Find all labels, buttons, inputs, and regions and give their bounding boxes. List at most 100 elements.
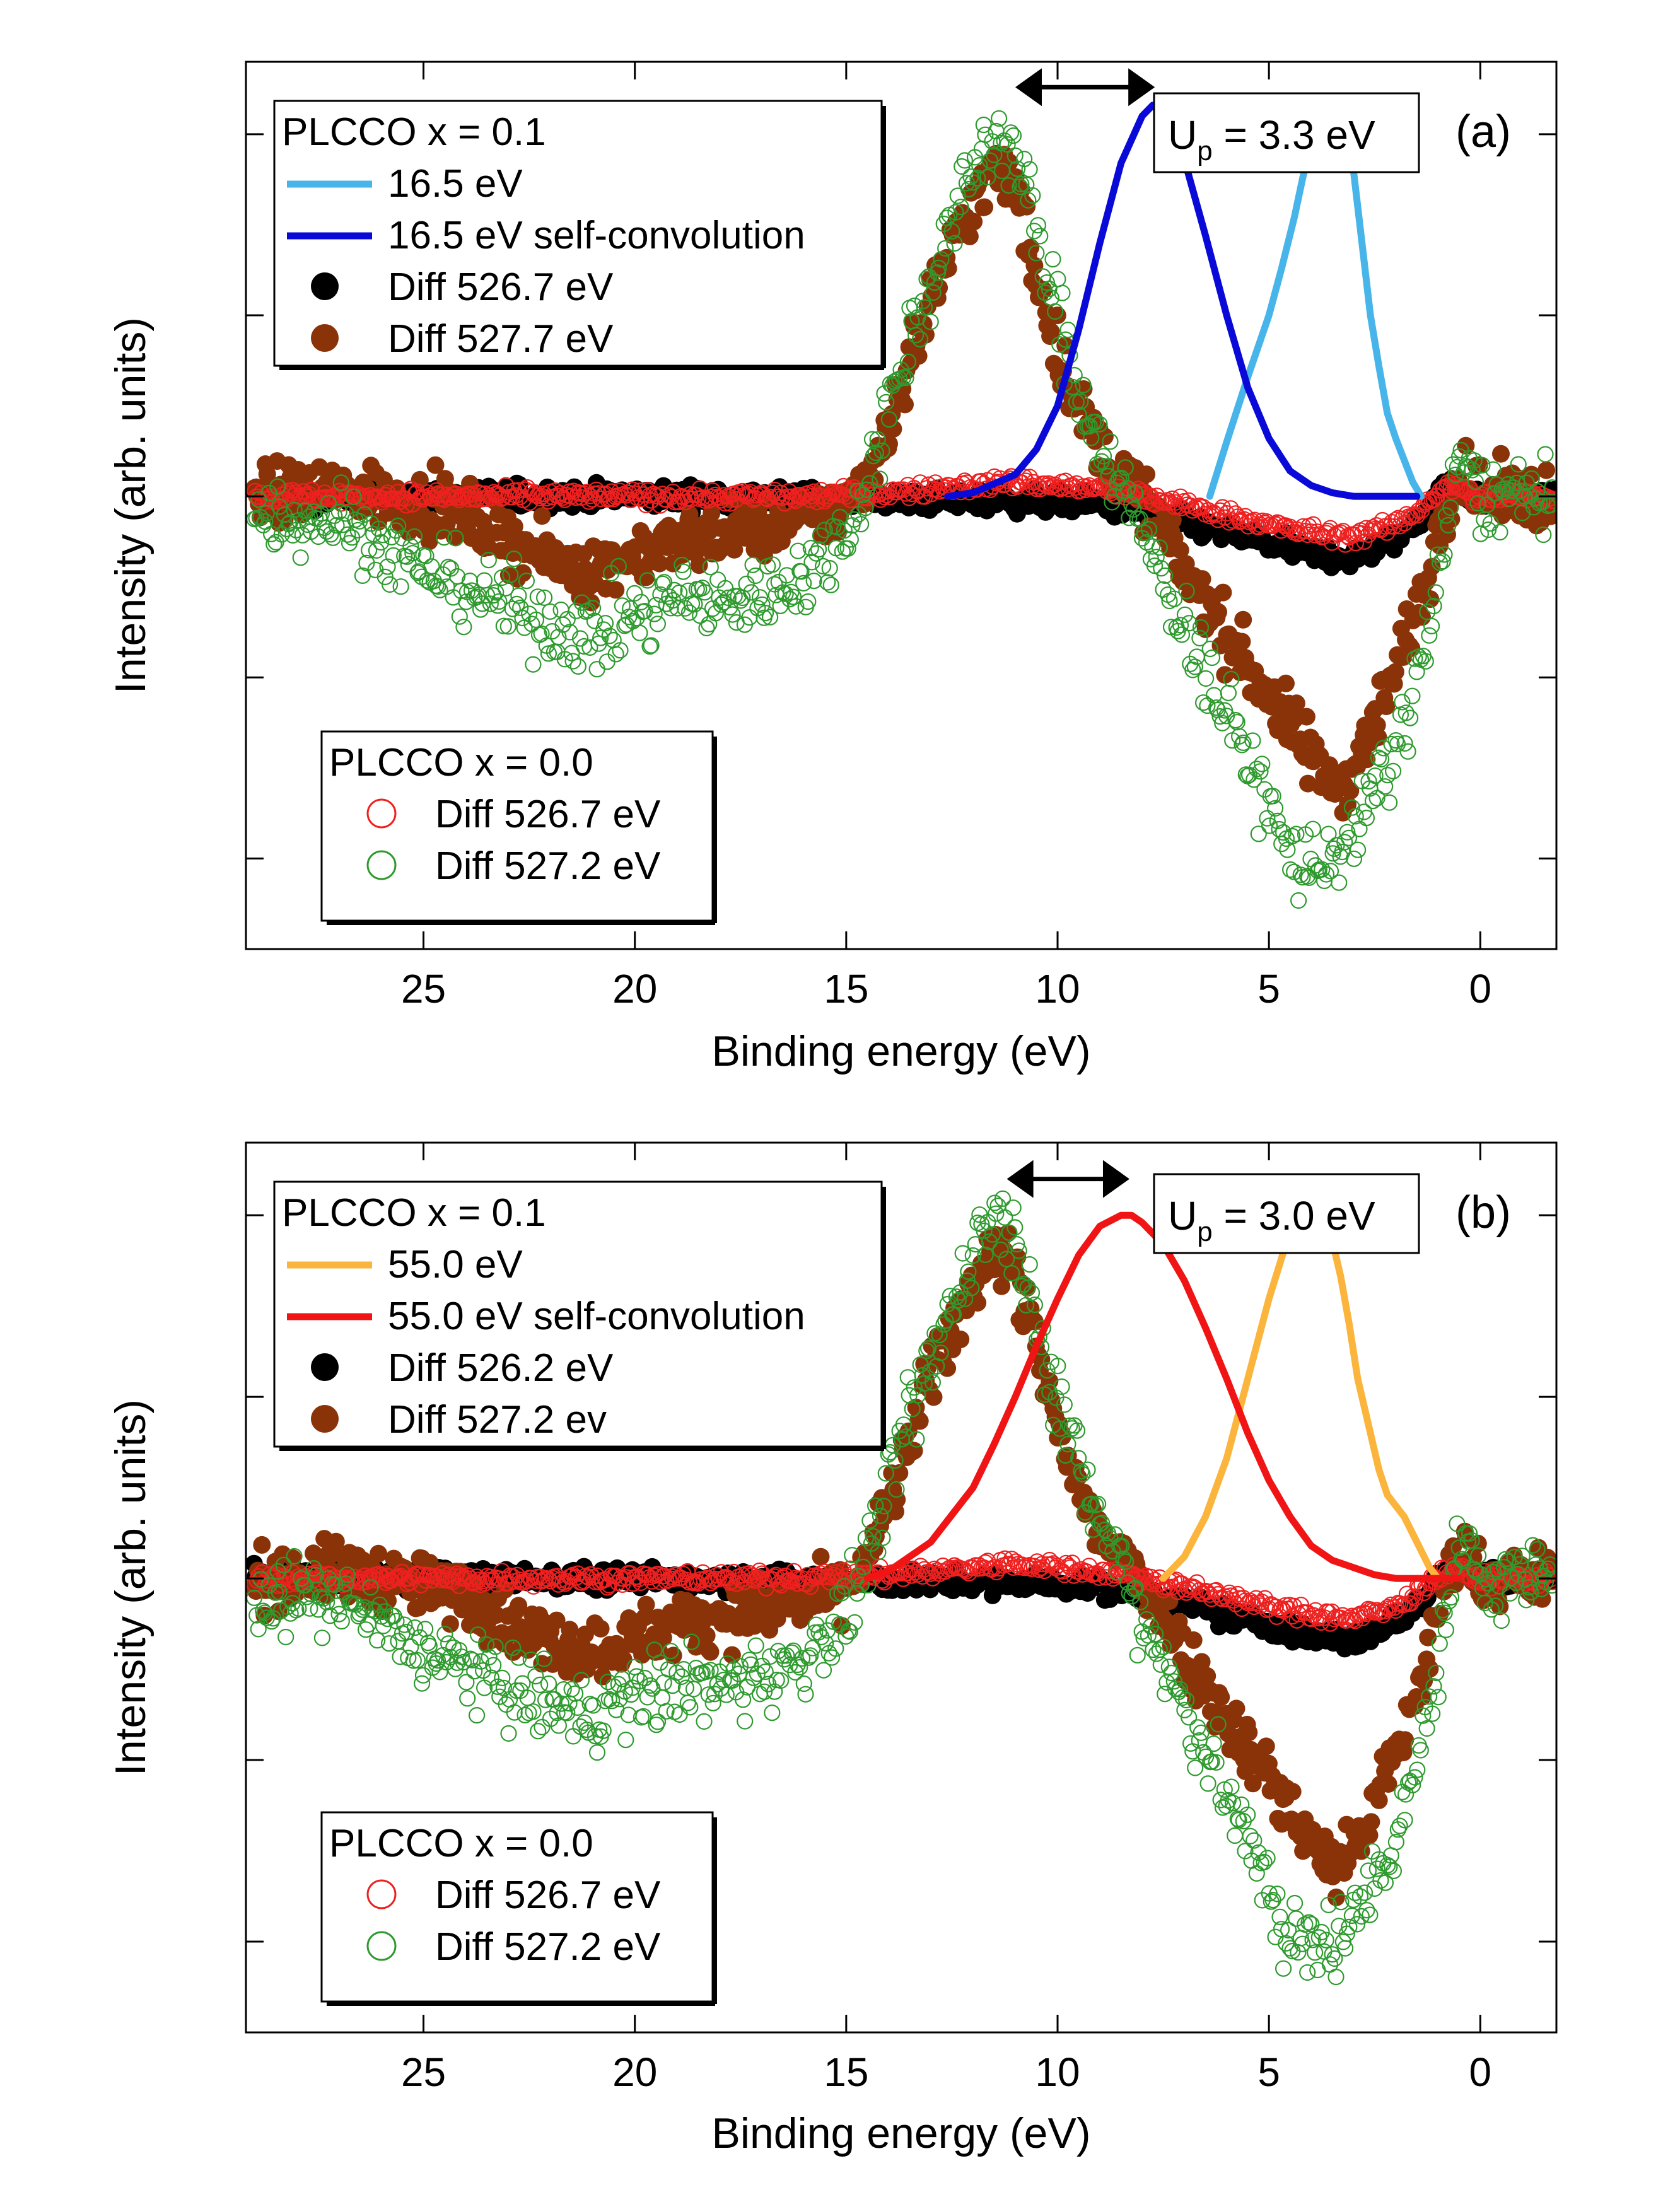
data-point	[1544, 506, 1556, 525]
data-point	[785, 588, 802, 605]
data-point	[461, 572, 479, 590]
data-point	[816, 522, 833, 539]
data-point	[1434, 480, 1451, 497]
data-point	[1172, 617, 1189, 634]
data-point	[683, 1633, 700, 1650]
data-point	[787, 1664, 804, 1681]
data-point	[1227, 1699, 1245, 1718]
data-point	[827, 1640, 844, 1657]
data-point	[757, 1663, 774, 1681]
data-point	[873, 442, 890, 460]
data-point	[396, 1616, 413, 1633]
data-point	[290, 1600, 307, 1617]
data-point	[510, 482, 527, 499]
data-point	[1399, 743, 1416, 760]
data-point	[852, 516, 870, 533]
data-point	[1199, 697, 1216, 714]
data-point	[914, 293, 931, 310]
data-point	[1198, 1667, 1216, 1685]
data-point	[1184, 1631, 1203, 1649]
data-point	[451, 608, 468, 625]
data-point	[698, 619, 715, 637]
data-point	[823, 1649, 841, 1666]
data-point	[682, 1699, 699, 1716]
data-point	[664, 1570, 682, 1588]
double-arrow	[1015, 68, 1155, 107]
data-point	[436, 529, 453, 546]
data-point	[516, 1706, 534, 1723]
data-point	[505, 1639, 522, 1657]
data-point	[1091, 416, 1108, 433]
legend-entry-label: Diff 527.7 eV	[388, 317, 614, 361]
data-point	[993, 134, 1010, 152]
data-point	[1508, 469, 1527, 487]
data-point	[1402, 1595, 1419, 1612]
data-point	[1362, 1813, 1380, 1831]
data-point	[971, 157, 988, 174]
data-point	[532, 1676, 549, 1693]
data-point	[1467, 473, 1484, 491]
data-point	[475, 572, 493, 589]
data-point	[964, 174, 981, 191]
data-point	[612, 642, 629, 659]
data-point	[1193, 1653, 1211, 1671]
data-point	[529, 588, 546, 605]
data-point	[555, 1681, 572, 1698]
data-point	[1165, 590, 1183, 607]
data-point	[662, 1643, 679, 1660]
data-point	[1106, 487, 1123, 504]
data-point	[296, 1576, 313, 1594]
data-point	[947, 204, 964, 221]
data-point	[764, 556, 781, 573]
data-point	[1155, 1582, 1172, 1599]
data-point	[632, 1574, 650, 1591]
data-point	[1360, 772, 1377, 790]
data-point	[333, 1612, 350, 1630]
data-point	[495, 617, 512, 634]
data-point	[1377, 697, 1396, 716]
data-point	[1000, 153, 1018, 172]
data-point	[406, 1619, 424, 1636]
data-point	[482, 595, 499, 612]
data-point	[441, 1615, 459, 1633]
data-point	[1323, 534, 1341, 551]
data-point	[535, 589, 553, 606]
data-point	[510, 1597, 528, 1615]
data-point	[932, 1344, 949, 1361]
data-point	[650, 554, 668, 573]
data-point	[1327, 1888, 1345, 1906]
data-point	[559, 610, 576, 628]
legend-top-title: PLCCO x = 0.1	[282, 110, 546, 154]
data-point	[754, 596, 771, 613]
data-point	[742, 1656, 759, 1673]
data-point	[738, 1679, 756, 1696]
data-point	[534, 1718, 551, 1735]
data-point	[880, 411, 898, 428]
data-point	[547, 1611, 566, 1629]
data-point	[668, 1566, 685, 1583]
arrow-head-right	[1128, 68, 1155, 107]
data-point	[258, 1609, 275, 1626]
data-point	[696, 1713, 713, 1730]
data-point	[937, 240, 954, 257]
data-point	[906, 1379, 923, 1396]
data-point	[1396, 735, 1413, 752]
data-point	[1273, 1600, 1290, 1617]
data-point	[608, 1701, 625, 1718]
data-point	[956, 152, 974, 169]
data-point	[863, 1535, 880, 1552]
data-point	[362, 1579, 379, 1596]
data-point	[1244, 732, 1261, 749]
data-point	[895, 481, 913, 498]
data-point	[1368, 790, 1385, 807]
data-point	[1191, 629, 1208, 647]
data-point	[1404, 1588, 1421, 1606]
data-point	[468, 1707, 486, 1724]
data-point	[485, 586, 502, 604]
data-point	[429, 578, 446, 595]
data-point	[1529, 482, 1546, 500]
data-point	[390, 517, 407, 535]
series-diff-527-2-ev	[246, 110, 1556, 909]
data-point	[453, 582, 470, 600]
data-point	[665, 483, 682, 501]
